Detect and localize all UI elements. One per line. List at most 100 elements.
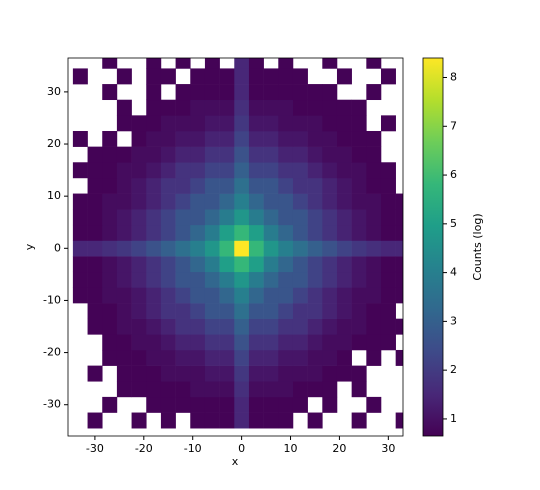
heatmap-cell: [190, 146, 206, 163]
heatmap-cell: [292, 303, 308, 319]
heatmap-cell: [175, 99, 191, 116]
heatmap-cell: [322, 115, 338, 132]
heatmap-cell: [380, 224, 396, 241]
heatmap-cell: [336, 146, 352, 163]
heatmap-cell: [366, 177, 382, 194]
heatmap-cell: [204, 177, 220, 194]
heatmap-cell: [380, 162, 396, 179]
heatmap-cell: [102, 271, 118, 288]
heatmap-cell: [190, 224, 206, 241]
heatmap-cell: [292, 193, 308, 210]
heatmap-cell: [248, 115, 264, 132]
heatmap-cell: [322, 271, 338, 288]
heatmap-cell: [278, 271, 294, 288]
heatmap-cell: [351, 334, 367, 351]
heatmap-cell: [395, 224, 403, 241]
heatmap-cell: [234, 256, 250, 273]
heatmap-cell: [160, 68, 176, 85]
heatmap-cell: [116, 115, 132, 132]
heatmap-cell: [102, 209, 118, 226]
colorbar-tick-label: 6: [450, 168, 457, 181]
heatmap-cell: [351, 224, 367, 241]
heatmap-cell: [351, 130, 367, 147]
heatmap-cell: [322, 349, 338, 366]
heatmap-cell: [131, 177, 147, 194]
heatmap-cell: [175, 365, 191, 382]
y-tick-label: -10: [43, 293, 61, 306]
heatmap-cell: [131, 162, 147, 179]
heatmap-cell: [175, 271, 191, 288]
heatmap-cell: [292, 177, 308, 194]
heatmap-cell: [292, 365, 308, 382]
heatmap-cell: [204, 193, 220, 210]
heatmap-cell: [366, 58, 382, 69]
heatmap-cell: [292, 240, 308, 257]
heatmap-cell: [336, 334, 352, 351]
heatmap-cell: [351, 99, 367, 116]
heatmap-cell: [116, 271, 132, 288]
heatmap-cell: [322, 224, 338, 241]
heatmap-cell: [116, 287, 132, 304]
heatmap-cell: [307, 318, 323, 335]
heatmap-cell: [336, 193, 352, 210]
heatmap-cell: [102, 303, 118, 319]
heatmap-cell: [72, 224, 88, 241]
heatmap-cell: [248, 58, 264, 69]
heatmap-cell: [263, 193, 279, 210]
heatmap-cell: [160, 256, 176, 273]
heatmap-cell: [292, 115, 308, 132]
heatmap-cell: [366, 146, 382, 163]
heatmap-cell: [248, 271, 264, 288]
heatmap-cell: [234, 412, 250, 429]
heatmap-cell: [307, 84, 323, 101]
heatmap-cell: [263, 334, 279, 351]
heatmap-cell: [307, 193, 323, 210]
heatmap-cell: [131, 130, 147, 147]
heatmap-cell: [190, 115, 206, 132]
x-tick-label: 10: [284, 442, 298, 455]
heatmap-cell: [248, 303, 264, 319]
heatmap-cell: [219, 349, 235, 366]
heatmap-cell: [87, 240, 103, 257]
heatmap-cell: [322, 396, 338, 413]
heatmap-cell: [87, 256, 103, 273]
heatmap-cell: [366, 318, 382, 335]
heatmap-cell: [131, 318, 147, 335]
heatmap-cell: [146, 177, 162, 194]
heatmap-cell: [190, 177, 206, 194]
heatmap-cell: [102, 396, 118, 413]
heatmap-cell: [278, 334, 294, 351]
heatmap-cell: [234, 271, 250, 288]
heatmap-cell: [336, 130, 352, 147]
heatmap-cell: [146, 334, 162, 351]
heatmap-cell: [204, 224, 220, 241]
heatmap-cell: [351, 177, 367, 194]
heatmap-cell: [160, 240, 176, 257]
heatmap-cell: [248, 240, 264, 257]
heatmap-cell: [248, 365, 264, 382]
heatmap-cell: [248, 84, 264, 101]
heatmap-cell: [336, 318, 352, 335]
heatmap-cell: [146, 146, 162, 163]
heatmap-cell: [190, 412, 206, 429]
heatmap-cell: [380, 287, 396, 304]
heatmap-cell: [87, 193, 103, 210]
heatmap-cell: [102, 240, 118, 257]
heatmap-cell: [234, 303, 250, 319]
heatmap-cell: [351, 162, 367, 179]
heatmap-cell: [248, 412, 264, 429]
heatmap-cell: [278, 303, 294, 319]
heatmap-cell: [160, 396, 176, 413]
heatmap-cell: [336, 162, 352, 179]
y-tick-label: 10: [47, 189, 61, 202]
heatmap-cell: [190, 193, 206, 210]
heatmap-cell: [219, 381, 235, 398]
heatmap-cell: [131, 412, 147, 429]
heatmap-cell: [278, 193, 294, 210]
heatmap-cell: [307, 162, 323, 179]
heatmap-cell: [380, 68, 396, 85]
heatmap-cell: [263, 84, 279, 101]
heatmap-cell: [380, 334, 396, 351]
heatmap-cell: [322, 84, 338, 101]
heatmap-cell: [146, 68, 162, 85]
